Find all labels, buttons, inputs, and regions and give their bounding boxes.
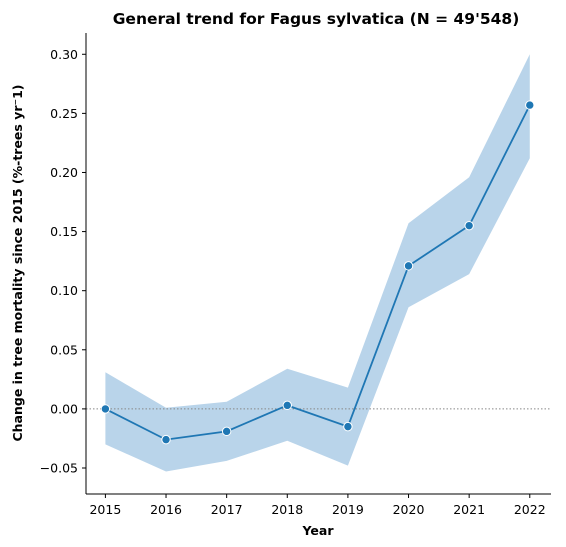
data-point-2016 bbox=[161, 434, 171, 445]
y-tick-label-0: −0.05 bbox=[40, 460, 78, 475]
x-tick-label-2019: 2019 bbox=[332, 502, 364, 517]
y-tick-label-7: 0.30 bbox=[50, 47, 78, 62]
x-tick-label-2020: 2020 bbox=[393, 502, 425, 517]
y-tick-label-5: 0.20 bbox=[50, 165, 78, 180]
y-tick-label-1: 0.00 bbox=[50, 401, 78, 416]
data-point-2022 bbox=[525, 100, 535, 110]
x-axis-label: Year bbox=[302, 523, 335, 538]
x-tick-label-2017: 2017 bbox=[211, 502, 243, 517]
y-tick-label-2: 0.05 bbox=[50, 342, 78, 357]
data-point-2021 bbox=[464, 220, 474, 231]
data-point-2017 bbox=[221, 426, 232, 437]
y-axis-label: Change in tree mortality since 2015 (%-t… bbox=[10, 84, 25, 441]
series-line bbox=[104, 104, 531, 441]
x-tick-label-2016: 2016 bbox=[150, 502, 182, 517]
x-tick-label-2021: 2021 bbox=[453, 502, 485, 517]
data-point-2020 bbox=[403, 261, 414, 271]
x-tick-label-2022: 2022 bbox=[514, 502, 546, 517]
y-tick-label-3: 0.10 bbox=[50, 283, 78, 298]
data-point-2019 bbox=[343, 421, 353, 432]
chart-title: General trend for Fagus sylvatica (N = 4… bbox=[113, 10, 520, 28]
data-point-2018 bbox=[282, 400, 292, 411]
y-tick-label-4: 0.15 bbox=[50, 224, 78, 239]
plot-area: 2015 2016 2017 2018 2019 2020 2021 2022 −0.05 0.0… bbox=[40, 33, 551, 517]
x-tick-label-2015: 2015 bbox=[89, 502, 121, 517]
x-tick-label-2018: 2018 bbox=[271, 502, 303, 517]
y-tick-label-6: 0.25 bbox=[50, 106, 78, 121]
data-point-2015 bbox=[100, 404, 111, 414]
